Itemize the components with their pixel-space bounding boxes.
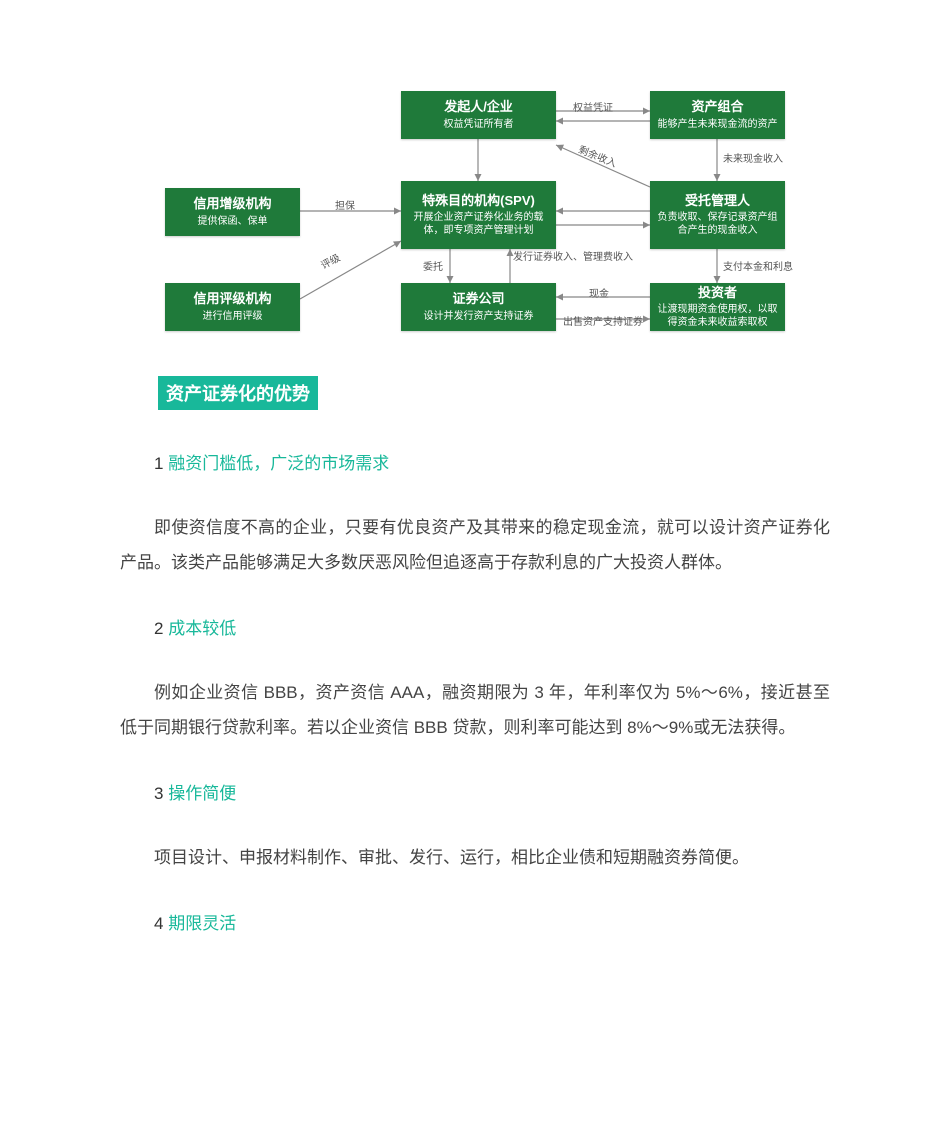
sub-title: 融资门槛低，广泛的市场需求 <box>168 454 389 473</box>
node-sub: 让渡现期资金使用权，以取得资金未来收益索取权 <box>654 303 781 329</box>
edge-label: 评级 <box>318 249 343 272</box>
subsection-4: 4 期限灵活 <box>120 906 830 942</box>
subsection-3: 3 操作简便 项目设计、申报材料制作、审批、发行、运行，相比企业债和短期融资券简… <box>120 776 830 875</box>
node-investor: 投资者 让渡现期资金使用权，以取得资金未来收益索取权 <box>650 283 785 331</box>
node-title: 资产组合 <box>691 99 743 116</box>
sub-body: 项目设计、申报材料制作、审批、发行、运行，相比企业债和短期融资券简便。 <box>120 840 830 876</box>
node-sub: 提供保函、保单 <box>198 215 268 228</box>
node-sub: 进行信用评级 <box>203 310 263 323</box>
node-originator: 发起人/企业 权益凭证所有者 <box>401 91 556 139</box>
node-asset-pool: 资产组合 能够产生未来现金流的资产 <box>650 91 785 139</box>
node-securities: 证券公司 设计并发行资产支持证券 <box>401 283 556 331</box>
sub-num: 1 <box>154 454 163 473</box>
node-sub: 能够产生未来现金流的资产 <box>658 118 778 131</box>
flowchart-diagram: 信用增级机构 提供保函、保单 信用评级机构 进行信用评级 发起人/企业 权益凭证… <box>165 85 785 335</box>
sub-num: 4 <box>154 914 163 933</box>
edge-label: 发行证券收入、管理费收入 <box>513 252 583 263</box>
edge-label: 担保 <box>335 197 355 212</box>
node-title: 发起人/企业 <box>444 99 513 116</box>
subsection-1: 1 融资门槛低，广泛的市场需求 即使资信度不高的企业，只要有优良资产及其带来的稳… <box>120 446 830 581</box>
edge-label: 出售资产支持证券 <box>563 313 643 328</box>
node-title: 信用评级机构 <box>193 291 271 308</box>
section-header: 资产证券化的优势 <box>158 376 318 410</box>
node-sub: 负责收取、保存记录资产组合产生的现金收入 <box>654 211 781 237</box>
node-trustee: 受托管理人 负责收取、保存记录资产组合产生的现金收入 <box>650 181 785 249</box>
sub-title: 操作简便 <box>168 784 236 803</box>
sub-title: 成本较低 <box>168 619 236 638</box>
node-title: 特殊目的机构(SPV) <box>422 193 535 210</box>
sub-num: 3 <box>154 784 163 803</box>
edge-label: 权益凭证 <box>573 99 613 114</box>
subsection-2: 2 成本较低 例如企业资信 BBB，资产资信 AAA，融资期限为 3 年，年利率… <box>120 611 830 746</box>
edge-label: 剩余收入 <box>577 141 620 170</box>
node-credit-enhance: 信用增级机构 提供保函、保单 <box>165 188 300 236</box>
sub-num: 2 <box>154 619 163 638</box>
node-title: 信用增级机构 <box>193 196 271 213</box>
edge-label: 未来现金收入 <box>723 150 783 165</box>
node-title: 投资者 <box>698 285 737 302</box>
content-body: 1 融资门槛低，广泛的市场需求 即使资信度不高的企业，只要有优良资产及其带来的稳… <box>120 440 830 941</box>
sub-title: 期限灵活 <box>168 914 236 933</box>
sub-body: 例如企业资信 BBB，资产资信 AAA，融资期限为 3 年，年利率仅为 5%～6… <box>120 675 830 746</box>
node-sub: 设计并发行资产支持证券 <box>424 310 534 323</box>
node-sub: 权益凭证所有者 <box>444 118 514 131</box>
node-title: 受托管理人 <box>685 193 750 210</box>
node-credit-rating: 信用评级机构 进行信用评级 <box>165 283 300 331</box>
node-title: 证券公司 <box>452 291 504 308</box>
node-sub: 开展企业资产证券化业务的载体，即专项资产管理计划 <box>405 211 552 237</box>
edge-label: 支付本金和利息 <box>723 258 793 273</box>
edge-label: 现金 <box>589 285 609 300</box>
sub-body: 即使资信度不高的企业，只要有优良资产及其带来的稳定现金流，就可以设计资产证券化产… <box>120 510 830 581</box>
edge-label: 委托 <box>423 258 443 273</box>
node-spv: 特殊目的机构(SPV) 开展企业资产证券化业务的载体，即专项资产管理计划 <box>401 181 556 249</box>
